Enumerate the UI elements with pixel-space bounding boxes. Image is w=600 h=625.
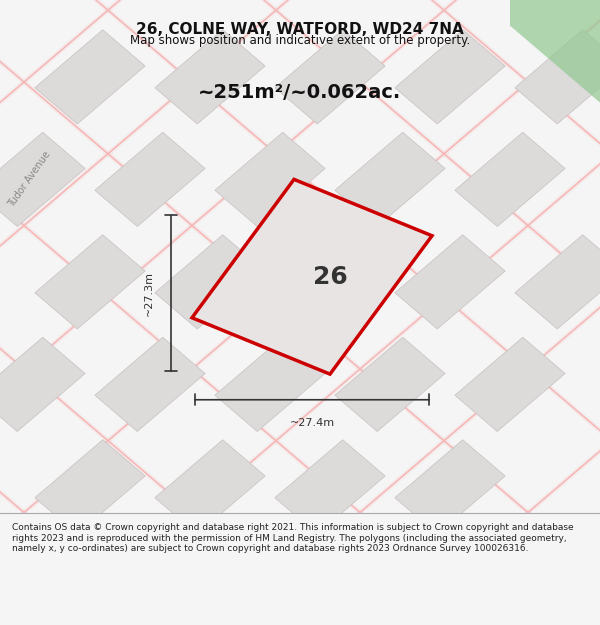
Polygon shape	[155, 440, 265, 534]
Polygon shape	[510, 0, 600, 128]
Text: 26: 26	[313, 265, 347, 289]
Polygon shape	[35, 30, 145, 124]
Polygon shape	[515, 235, 600, 329]
Text: Tudor Avenue: Tudor Avenue	[7, 149, 53, 209]
Polygon shape	[215, 132, 325, 226]
Polygon shape	[395, 235, 505, 329]
Text: ~27.3m: ~27.3m	[144, 271, 154, 316]
Polygon shape	[215, 338, 325, 431]
Text: ~27.4m: ~27.4m	[289, 418, 335, 428]
Polygon shape	[192, 179, 432, 374]
Polygon shape	[395, 30, 505, 124]
Polygon shape	[35, 235, 145, 329]
Polygon shape	[335, 338, 445, 431]
Polygon shape	[95, 338, 205, 431]
Polygon shape	[455, 338, 565, 431]
Polygon shape	[35, 440, 145, 534]
Polygon shape	[455, 132, 565, 226]
Polygon shape	[0, 338, 85, 431]
Polygon shape	[335, 132, 445, 226]
Polygon shape	[155, 30, 265, 124]
Polygon shape	[275, 440, 385, 534]
Polygon shape	[275, 235, 385, 329]
Text: ~251m²/~0.062ac.: ~251m²/~0.062ac.	[199, 82, 401, 102]
Polygon shape	[95, 132, 205, 226]
Polygon shape	[275, 30, 385, 124]
Text: 26, COLNE WAY, WATFORD, WD24 7NA: 26, COLNE WAY, WATFORD, WD24 7NA	[136, 22, 464, 37]
Text: Contains OS data © Crown copyright and database right 2021. This information is : Contains OS data © Crown copyright and d…	[12, 523, 574, 553]
Polygon shape	[395, 440, 505, 534]
Text: Map shows position and indicative extent of the property.: Map shows position and indicative extent…	[130, 34, 470, 48]
Polygon shape	[515, 30, 600, 124]
Polygon shape	[155, 235, 265, 329]
Polygon shape	[0, 132, 85, 226]
